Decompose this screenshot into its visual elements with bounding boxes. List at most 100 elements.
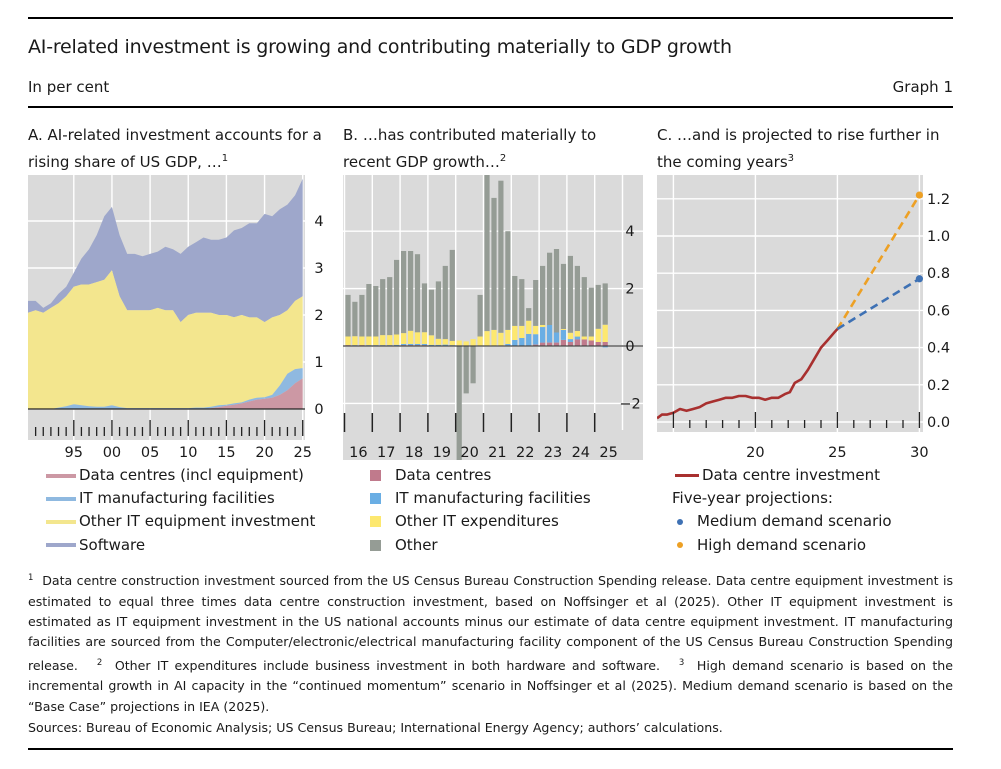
bottom-rule bbox=[28, 748, 953, 750]
legend-item-software: Software bbox=[46, 534, 315, 557]
bar-other bbox=[602, 283, 608, 325]
bar-other-it-expenditures bbox=[449, 340, 455, 346]
bar-other bbox=[428, 289, 434, 336]
x-tick-label: 00 bbox=[103, 445, 121, 461]
y-tick-label: 0.2 bbox=[927, 378, 950, 394]
bar-other bbox=[498, 180, 504, 333]
bar-it-manufacturing bbox=[602, 346, 608, 348]
legend-swatch bbox=[675, 474, 699, 478]
bar-other bbox=[553, 249, 560, 333]
bar-other-it-expenditures bbox=[345, 336, 351, 346]
footnote-ref-1: 1 bbox=[221, 153, 229, 164]
bar-other-it-expenditures bbox=[442, 339, 448, 345]
bar-other-it-expenditures bbox=[498, 332, 504, 346]
x-tick-label: 24 bbox=[572, 445, 590, 461]
x-tick-label: 21 bbox=[488, 445, 506, 461]
bar-other-it-expenditures bbox=[435, 338, 441, 345]
bar-other bbox=[456, 346, 462, 460]
line-medium-projection bbox=[836, 277, 921, 331]
legend-label: IT manufacturing facilities bbox=[79, 489, 275, 508]
legend-dot-icon bbox=[677, 518, 683, 525]
bar-data-centres bbox=[553, 342, 560, 346]
line-data-centre-investment bbox=[657, 328, 839, 420]
bar-other-it-expenditures bbox=[373, 336, 379, 346]
bar-other-it-expenditures bbox=[401, 333, 407, 344]
bar-it-manufacturing bbox=[512, 340, 518, 346]
bar-other bbox=[491, 197, 497, 330]
legend-label: High demand scenario bbox=[697, 535, 867, 554]
x-tick-label: 22 bbox=[516, 445, 534, 461]
y-tick-label: 2 bbox=[625, 282, 634, 298]
bar-other bbox=[373, 286, 379, 337]
legend-label: Other IT expenditures bbox=[395, 512, 559, 531]
legend-swatch bbox=[370, 516, 381, 528]
bar-other-it-expenditures bbox=[512, 325, 518, 340]
bar-other bbox=[449, 249, 455, 341]
bar-data-centres bbox=[567, 342, 573, 346]
y-tick-label: 1 bbox=[314, 355, 323, 371]
legend-label: Software bbox=[79, 535, 146, 554]
bar-other bbox=[401, 251, 407, 334]
panel-c-title-text: C. …and is projected to rise further in … bbox=[657, 126, 940, 171]
bar-other-it-expenditures bbox=[519, 325, 525, 338]
bar-other bbox=[547, 252, 553, 325]
bar-other bbox=[387, 277, 393, 336]
bar-it-manufacturing bbox=[553, 332, 560, 343]
bar-other-it-expenditures bbox=[602, 324, 608, 342]
x-tick-label: 25 bbox=[293, 445, 311, 461]
bar-other-it-expenditures bbox=[414, 332, 421, 344]
bar-other bbox=[519, 279, 525, 326]
bar-other bbox=[540, 265, 546, 325]
bar-other-it-expenditures bbox=[463, 341, 469, 346]
panel-a-chart: 95 00 05 10 15 20 25 0 1 2 3 4 bbox=[28, 175, 324, 461]
footnote-mark-1: 1 bbox=[28, 573, 34, 583]
bar-other-it-expenditures bbox=[574, 331, 580, 337]
bar-data-centres bbox=[533, 344, 539, 346]
footnote-ref-2: 2 bbox=[499, 153, 507, 164]
panel-c-legend: Data centre investment Five-year project… bbox=[672, 464, 892, 557]
panel-b-legend: Data centres IT manufacturing facilities… bbox=[364, 464, 591, 557]
bar-it-manufacturing bbox=[519, 338, 525, 346]
bar-other bbox=[595, 284, 601, 329]
bar-other-it-expenditures bbox=[533, 325, 539, 335]
footnotes: 1 Data centre construction investment so… bbox=[28, 568, 953, 717]
bar-other bbox=[470, 346, 476, 384]
panel-a-legend: Data centres (incl equipment) IT manufac… bbox=[46, 464, 315, 557]
bar-other-it-expenditures bbox=[456, 340, 462, 346]
legend-item-data-centres: Data centres (incl equipment) bbox=[46, 464, 315, 487]
bar-other bbox=[345, 294, 351, 337]
bar-other bbox=[505, 231, 511, 330]
legend-label: Other bbox=[395, 535, 438, 554]
y-tick-label: −2 bbox=[619, 396, 640, 412]
bar-other-it-expenditures bbox=[540, 325, 546, 327]
bar-other-it-expenditures bbox=[491, 329, 497, 346]
legend-label: Data centre investment bbox=[702, 466, 880, 484]
legend-label: Data centres bbox=[395, 466, 492, 484]
bar-other bbox=[581, 277, 587, 337]
x-tick-label: 10 bbox=[179, 445, 197, 461]
x-tick-label: 05 bbox=[141, 445, 159, 461]
bar-data-centres bbox=[595, 342, 601, 346]
bar-it-manufacturing bbox=[574, 336, 580, 340]
panel-b-title: B. …has contributed materially to recent… bbox=[343, 123, 643, 174]
bar-it-manufacturing bbox=[442, 344, 448, 346]
panel-b-title-text: B. …has contributed materially to recent… bbox=[343, 126, 597, 171]
y-tick-label: 0.4 bbox=[927, 341, 950, 357]
bar-other-it-expenditures bbox=[588, 336, 594, 341]
bar-it-manufacturing bbox=[435, 344, 441, 346]
x-tick-label: 20 bbox=[255, 445, 273, 461]
bar-other-it-expenditures bbox=[408, 330, 414, 344]
bar-other-it-expenditures bbox=[560, 329, 567, 330]
panel-a-title-text: A. AI-related investment accounts for a … bbox=[28, 126, 322, 171]
bar-other bbox=[560, 263, 567, 329]
legend-swatch bbox=[370, 470, 381, 482]
bar-other bbox=[414, 254, 421, 333]
bar-other bbox=[352, 301, 358, 337]
legend-swatch bbox=[46, 543, 76, 548]
bar-other bbox=[588, 287, 594, 337]
bar-it-manufacturing bbox=[414, 344, 421, 346]
bar-other-it-expenditures bbox=[505, 329, 511, 344]
area-other-it-equipment bbox=[28, 270, 303, 409]
legend-item-data-centres: Data centres bbox=[364, 464, 591, 487]
